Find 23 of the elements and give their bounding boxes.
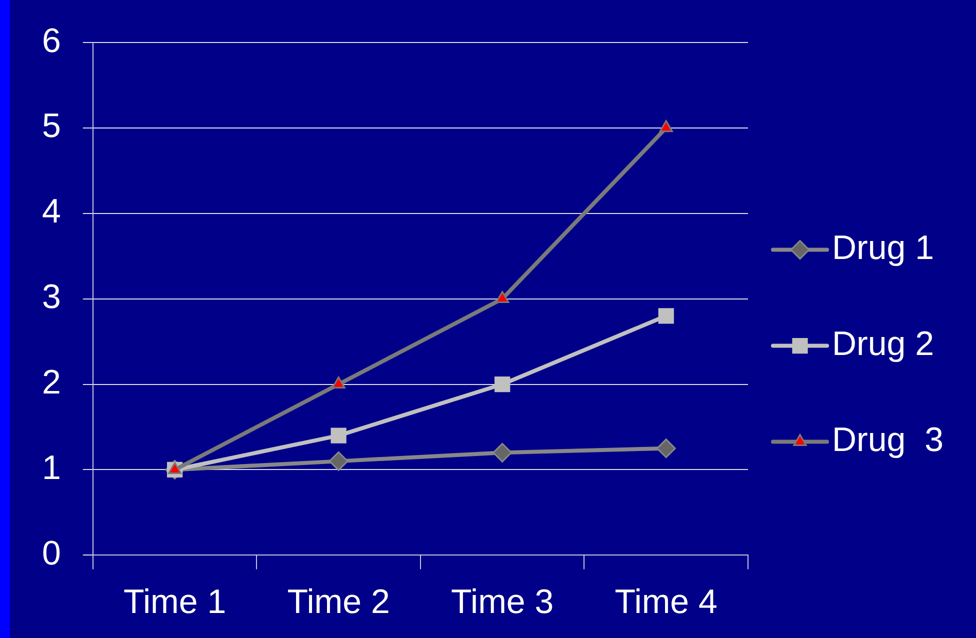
y-tick-label: 5	[42, 107, 61, 146]
point	[330, 428, 346, 444]
y-tick-label: 0	[42, 534, 61, 573]
x-tick-label: Time 4	[614, 582, 718, 621]
legend-label: Drug 2	[832, 325, 934, 364]
x-tick-label: Time 3	[451, 582, 554, 621]
point	[492, 442, 512, 462]
y-tick-label: 1	[42, 449, 61, 488]
y-tick-label: 4	[42, 192, 61, 231]
y-tick-label: 3	[42, 278, 61, 316]
y-tick-label: 2	[42, 364, 61, 402]
x-tick-label: Time 1	[123, 582, 226, 621]
point	[496, 291, 510, 304]
point	[332, 376, 346, 389]
point	[658, 308, 674, 324]
point	[659, 120, 673, 132]
x-tick-label: Time 2	[287, 582, 390, 621]
point	[328, 451, 348, 471]
legend-label: Drug 1	[832, 229, 934, 268]
legend-label: Drug 3	[832, 421, 944, 460]
y-tick-label: 6	[42, 22, 61, 60]
point	[494, 376, 510, 392]
point	[656, 438, 676, 458]
